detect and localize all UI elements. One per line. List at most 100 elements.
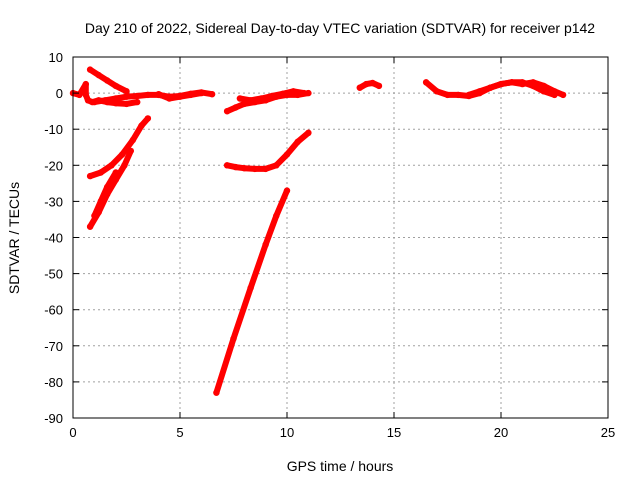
data-point <box>230 335 237 342</box>
data-point <box>305 129 312 136</box>
data-point <box>444 91 451 99</box>
data-point <box>86 66 94 73</box>
x-tick-label: 10 <box>280 425 294 440</box>
data-point <box>236 95 244 102</box>
data-point <box>251 165 259 173</box>
data-point <box>91 98 98 106</box>
data-point <box>422 79 430 86</box>
data-point <box>232 104 239 111</box>
y-tick-labels: 10 0 -10 -20 -30 -40 -50 -60 -70 -80 -90 <box>44 50 63 426</box>
data-point <box>123 88 130 95</box>
x-tick-labels: 0 5 10 15 20 25 <box>69 425 615 440</box>
data-series-5 <box>86 115 152 180</box>
data-point <box>86 223 94 230</box>
data-point <box>290 88 297 95</box>
data-point <box>123 100 130 108</box>
data-point <box>198 89 205 97</box>
data-series-2 <box>86 66 130 95</box>
x-tick-label: 25 <box>601 425 615 440</box>
x-axis-label: GPS time / hours <box>287 458 394 474</box>
data-point <box>551 91 558 99</box>
data-point <box>123 93 130 100</box>
data-point <box>300 89 308 97</box>
y-tick-label: 0 <box>56 86 63 101</box>
y-tick-label: -80 <box>44 375 63 390</box>
data-series-8 <box>213 187 291 396</box>
data-point <box>273 212 280 219</box>
data-point <box>127 147 134 155</box>
data-point <box>213 389 220 396</box>
data-series-7 <box>91 169 120 219</box>
data-point <box>232 163 239 171</box>
data-point <box>112 95 120 102</box>
data-point <box>433 88 440 95</box>
data-point <box>273 162 280 169</box>
data-point <box>223 108 231 115</box>
data-series-11 <box>236 88 308 104</box>
data-point <box>134 92 141 100</box>
data-point <box>97 198 105 205</box>
data-point <box>487 84 494 91</box>
data-point <box>268 92 276 100</box>
data-point <box>104 77 111 84</box>
data-point <box>121 162 128 169</box>
y-tick-label: -70 <box>44 339 63 354</box>
y-tick-label: -50 <box>44 267 63 282</box>
data-point <box>208 91 216 98</box>
data-point <box>363 80 370 88</box>
data-point <box>86 172 94 180</box>
data-point <box>119 151 126 158</box>
y-tick-label: -30 <box>44 194 63 209</box>
data-point <box>375 82 383 90</box>
data-point <box>223 162 231 169</box>
data-point <box>129 136 137 144</box>
data-point <box>247 284 254 292</box>
y-tick-label: -10 <box>44 122 63 137</box>
data-point <box>187 91 194 99</box>
data-point <box>82 91 90 99</box>
data-point <box>279 90 286 98</box>
series-trace <box>213 187 290 396</box>
data-point <box>369 79 376 87</box>
data-point <box>144 91 152 99</box>
data-point <box>247 97 254 104</box>
data-series-9 <box>223 129 312 173</box>
y-tick-label: -90 <box>44 411 63 426</box>
data-point <box>294 138 301 145</box>
data-point <box>144 115 152 122</box>
data-point <box>134 98 141 106</box>
data-point <box>258 95 265 102</box>
x-tick-label: 5 <box>176 425 183 440</box>
data-point <box>476 88 483 95</box>
y-tick-label: -60 <box>44 303 63 318</box>
data-point <box>101 97 109 104</box>
data-point <box>112 82 120 90</box>
data-point <box>138 122 145 129</box>
x-tick-label: 15 <box>387 425 401 440</box>
data-point <box>104 183 111 191</box>
data-point <box>155 91 162 98</box>
data-point <box>559 91 567 99</box>
y-tick-label: 10 <box>49 50 63 65</box>
data-series-14 <box>465 79 558 99</box>
data-point <box>455 91 462 99</box>
x-tick-label: 0 <box>69 425 76 440</box>
data-series-12 <box>356 79 383 91</box>
data-point <box>95 71 102 79</box>
data-point <box>508 79 515 86</box>
data-point <box>283 187 291 194</box>
grid-lines <box>73 57 608 418</box>
x-tick-label: 20 <box>494 425 508 440</box>
data-point <box>356 84 363 91</box>
series-trace <box>91 169 119 219</box>
data-point <box>82 80 90 88</box>
data-point <box>465 91 473 99</box>
data-point <box>262 241 269 248</box>
y-tick-label: -40 <box>44 231 63 246</box>
data-point <box>176 93 184 100</box>
data-point <box>108 162 115 169</box>
data-point <box>529 82 537 90</box>
chart-title: Day 210 of 2022, Sidereal Day-to-day VTE… <box>85 20 595 36</box>
data-point <box>97 169 105 176</box>
